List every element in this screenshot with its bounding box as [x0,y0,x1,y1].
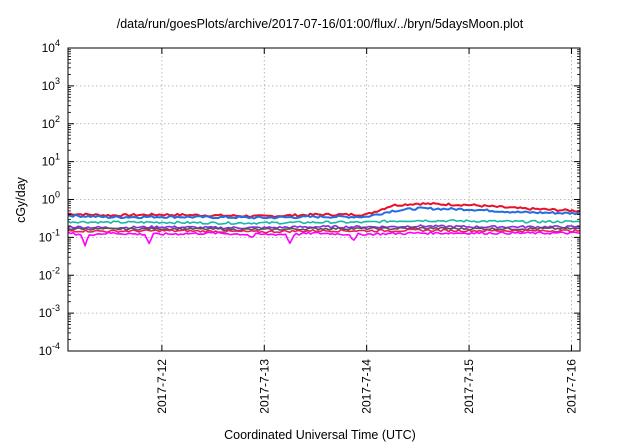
y-tick-exponent: -2 [52,265,60,275]
y-tick-base: 10 [42,155,56,169]
series-line-2 [67,206,580,220]
x-tick-label: 2017-7-15 [462,359,476,414]
y-tick-exponent: 2 [55,114,60,124]
y-tick-exponent: 4 [55,38,60,48]
y-tick-exponent: 1 [55,152,60,162]
y-tick-label: 10-3 [39,303,60,320]
y-tick-label: 104 [42,38,60,55]
y-tick-exponent: 3 [55,76,60,86]
x-tick-label: 2017-7-14 [360,359,374,414]
series-line-4 [67,224,581,230]
y-tick-base: 10 [42,193,56,207]
y-tick-base: 10 [42,41,56,55]
series-line-6 [67,228,581,234]
x-tick-label: 2017-7-12 [155,359,169,414]
series-line-3 [67,219,581,225]
y-tick-base: 10 [42,117,56,131]
x-tick-label: 2017-7-16 [564,359,578,414]
series-line-5 [67,226,581,232]
y-tick-base: 10 [39,344,53,358]
y-tick-base: 10 [39,230,53,244]
y-tick-exponent: -1 [52,227,60,237]
series-line-7 [67,231,581,247]
y-tick-exponent: -3 [52,303,60,313]
y-tick-base: 10 [39,268,53,282]
chart-title: /data/run/goesPlots/archive/2017-07-16/0… [116,17,524,31]
y-tick-exponent: -4 [52,341,60,351]
y-tick-exponent: 0 [55,190,60,200]
x-tick-label: 2017-7-13 [257,359,271,414]
y-tick-label: 10-2 [39,265,60,282]
y-tick-base: 10 [39,306,53,320]
x-axis-label: Coordinated Universal Time (UTC) [224,428,416,442]
series-line-1 [67,202,581,218]
y-tick-label: 100 [42,190,60,207]
grid-lines [68,48,580,351]
y-tick-base: 10 [42,79,56,93]
y-tick-label: 101 [42,152,60,169]
y-tick-label: 10-4 [39,341,60,358]
series-layer [67,202,581,247]
y-tick-label: 103 [42,76,60,93]
y-tick-label: 10-1 [39,227,60,244]
x-ticks: 2017-7-12 2017-7-13 2017-7-14 2017-7-15 2017… [155,48,578,414]
y-tick-label: 102 [42,114,60,131]
